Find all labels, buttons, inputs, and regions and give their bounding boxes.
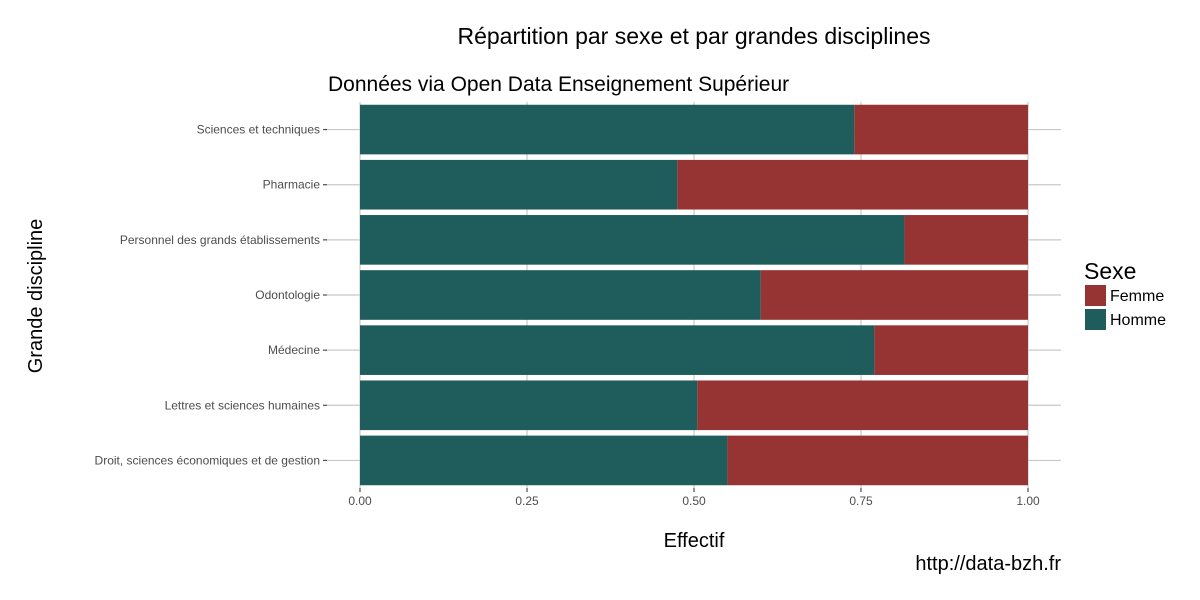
y-tick-label: Médecine (268, 343, 320, 357)
bar-femme (697, 380, 1028, 431)
legend-title: Sexe (1084, 258, 1136, 284)
chart-title: Répartition par sexe et par grandes disc… (457, 23, 930, 49)
bar-femme (904, 215, 1028, 265)
x-tick-label: 1.00 (1016, 494, 1040, 508)
x-axis-title: Effectif (664, 530, 725, 552)
y-tick-label: Sciences et techniques (197, 123, 320, 137)
bar-homme (360, 104, 855, 155)
legend-swatch-homme (1085, 309, 1106, 330)
bar-homme (360, 325, 875, 375)
source-caption: http://data-bzh.fr (915, 553, 1061, 575)
y-axis: Sciences et techniques Pharmacie Personnel… (95, 123, 327, 467)
bar-homme (360, 159, 678, 210)
y-axis-title: Grande discipline (25, 219, 47, 374)
bar-homme (360, 435, 728, 486)
y-tick-label: Odontologie (255, 288, 320, 302)
legend-swatch-femme (1085, 285, 1106, 306)
chart-subtitle: Données via Open Data Enseignement Supér… (328, 73, 789, 96)
x-tick-label: 0.75 (849, 494, 873, 508)
bar-femme (677, 159, 1028, 210)
legend-label-femme: Femme (1110, 288, 1164, 305)
bar-femme (874, 325, 1028, 375)
legend: Sexe Femme Homme (1084, 258, 1166, 330)
plot-area (327, 102, 1061, 488)
x-tick-label: 0.25 (515, 494, 539, 508)
legend-items: Femme Homme (1085, 285, 1166, 330)
y-tick-label: Pharmacie (263, 178, 321, 192)
bar-homme (360, 270, 761, 320)
x-tick-label: 0.00 (348, 494, 372, 508)
bar-femme (727, 435, 1028, 486)
y-tick-label: Personnel des grands établissements (120, 233, 320, 247)
bar-homme (360, 215, 905, 265)
x-tick-label: 0.50 (682, 494, 706, 508)
x-axis: 0.00 0.25 0.50 0.75 1.00 (348, 488, 1040, 508)
legend-label-homme: Homme (1110, 312, 1166, 329)
y-tick-label: Lettres et sciences humaines (165, 398, 320, 412)
bar-femme (760, 270, 1028, 320)
bar-homme (360, 380, 698, 431)
bars (360, 104, 1028, 486)
y-tick-label: Droit, sciences économiques et de gestio… (95, 453, 320, 467)
bar-femme (854, 104, 1028, 155)
